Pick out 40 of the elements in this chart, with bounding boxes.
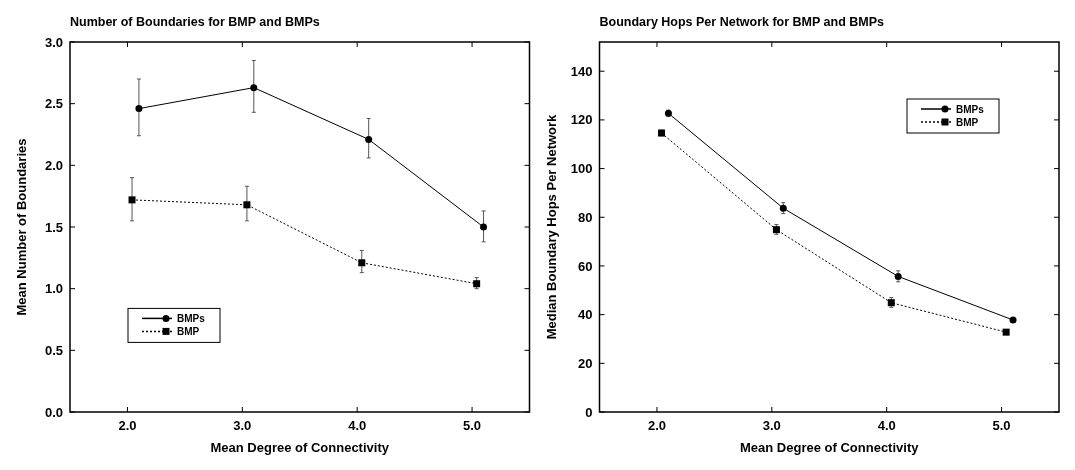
point [358,259,366,267]
x-tick-label: 2.0 [647,418,666,433]
y-tick-label: 60 [578,258,593,274]
legend-label: BMPs [177,312,206,324]
y-axis-title: Mean Number of Boundaries [14,138,29,316]
y-tick-label: 20 [578,355,593,371]
y-tick-label: 0 [585,404,593,420]
y-tick-label: 140 [570,63,593,79]
y-tick-label: 1.5 [44,219,63,235]
x-tick-label: 2.0 [118,418,137,433]
x-tick-label: 3.0 [762,418,781,433]
legend-label: BMP [177,325,200,337]
y-tick-label: 0.5 [44,342,63,358]
point [135,105,143,113]
x-axis-title: Mean Degree of Connectivity [210,440,390,455]
chart-title: Boundary Hops Per Network for BMP and BMPs [599,15,885,29]
point [250,84,258,92]
x-tick-label: 4.0 [348,418,367,433]
legend-label: BMP [956,116,979,128]
y-tick-label: 100 [570,161,593,177]
point [128,196,136,204]
point [365,135,373,143]
y-tick-label: 0.0 [44,404,63,420]
y-tick-label: 3.0 [44,34,63,50]
x-axis-title: Mean Degree of Connectivity [740,440,920,455]
y-tick-label: 2.0 [44,157,63,173]
y-tick-label: 80 [578,209,593,225]
point [243,201,251,209]
x-tick-label: 5.0 [992,418,1011,433]
y-axis-title: Median Boundary Hops Per Network [543,113,559,340]
y-tick-label: 120 [570,112,593,128]
x-tick-label: 3.0 [233,418,252,433]
y-tick-label: 40 [578,307,593,323]
point [480,223,488,231]
y-tick-label: 2.5 [44,96,63,112]
y-tick-label: 1.0 [44,281,63,297]
chart-title: Number of Boundaries for BMP and BMPs [70,15,320,29]
x-tick-label: 5.0 [463,418,482,433]
x-tick-label: 4.0 [877,418,896,433]
legend-label: BMPs [956,103,985,115]
